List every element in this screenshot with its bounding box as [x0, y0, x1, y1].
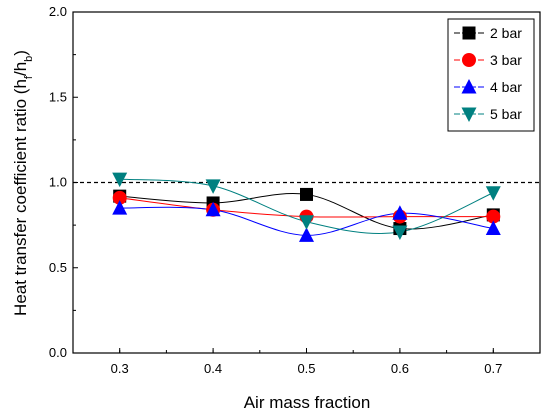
x-tick-label: 0.7 [484, 361, 502, 376]
y-axis-title-mid: /h [11, 62, 30, 76]
legend-marker [462, 53, 476, 67]
data-point-4-bar [485, 220, 501, 236]
legend-label: 4 bar [490, 79, 522, 95]
legend-marker [462, 26, 476, 40]
y-tick-label: 2.0 [49, 4, 67, 19]
x-tick-label: 0.3 [111, 361, 129, 376]
data-point-5-bar [392, 225, 408, 240]
legend-box [447, 18, 535, 132]
data-point-2-bar [300, 187, 313, 201]
y-axis-title-sub-b: b [23, 56, 35, 62]
data-point-4-bar [392, 205, 408, 220]
y-tick-label: 0.5 [49, 260, 67, 275]
y-axis-title-sub-f: f [23, 75, 35, 79]
legend-marker [461, 107, 477, 122]
data-point-5-bar [205, 179, 221, 194]
data-point-4-bar [299, 227, 314, 242]
y-tick-label: 0.0 [49, 345, 67, 360]
data-point-5-bar [112, 172, 128, 188]
data-point-4-bar [205, 201, 221, 217]
legend-label: 2 bar [490, 25, 522, 41]
y-tick-label: 1.5 [49, 89, 67, 104]
legend-label: 5 bar [490, 106, 522, 122]
data-point-5-bar [485, 186, 501, 201]
y-axis-title-end: ) [11, 50, 30, 56]
x-axis-title: Air mass fraction [244, 393, 371, 412]
data-point-5-bar [299, 215, 314, 230]
x-tick-label: 0.6 [391, 361, 409, 376]
data-point-3-bar [486, 209, 501, 224]
x-tick-label: 0.5 [297, 361, 315, 376]
y-tick-label: 1.0 [49, 175, 67, 190]
y-axis-title: Heat transfer coefficient ratio (hf/hb) [11, 50, 35, 316]
legend-marker [461, 79, 477, 94]
x-tick-label: 0.4 [204, 361, 222, 376]
legend-label: 3 bar [490, 52, 522, 68]
data-point-4-bar [112, 200, 128, 215]
data-point-3-bar [112, 190, 127, 205]
y-axis-title-main: Heat transfer coefficient ratio (h [11, 79, 30, 316]
